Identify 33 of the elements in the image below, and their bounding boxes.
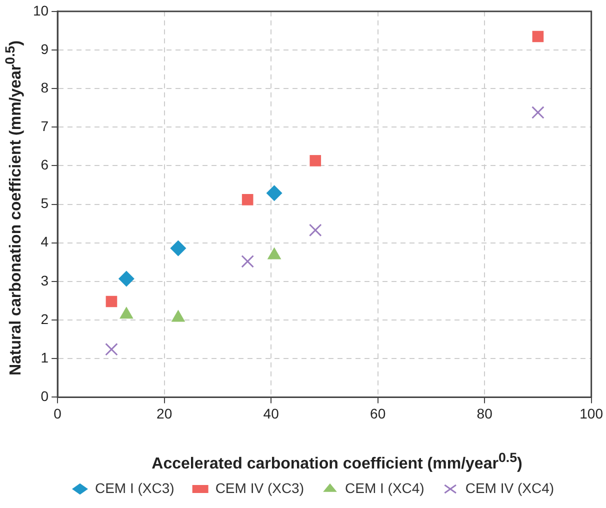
point bbox=[266, 185, 282, 202]
y-tick-label: 6 bbox=[40, 156, 49, 173]
y-tick-label: 4 bbox=[40, 234, 49, 250]
x-tick-label: 40 bbox=[263, 405, 280, 422]
y-tick-label: 0 bbox=[40, 388, 49, 404]
y-tick-label: 8 bbox=[40, 79, 49, 96]
y-tick-label: 1 bbox=[40, 349, 49, 366]
point bbox=[310, 155, 322, 166]
x-tick-label: 20 bbox=[156, 405, 172, 422]
point bbox=[170, 240, 186, 256]
y-tick-label: 5 bbox=[40, 195, 49, 212]
y-tick-label: 3 bbox=[40, 272, 49, 288]
point bbox=[242, 194, 254, 206]
x-axis-title: Accelerated carbonation coefficient (mm/year$^{0.5}$) bbox=[150, 450, 524, 474]
point bbox=[532, 106, 544, 119]
y-tick-label: 9 bbox=[40, 40, 49, 57]
point bbox=[532, 30, 544, 42]
legend-label: CEM IV (XC4) bbox=[465, 480, 554, 496]
y-tick-label: 7 bbox=[40, 118, 49, 134]
legend-label: CEM I (XC3) bbox=[94, 480, 174, 496]
x-tick-label: 100 bbox=[580, 405, 604, 422]
x-tick-label: 60 bbox=[370, 405, 386, 422]
y-tick-label: 10 bbox=[32, 2, 49, 18]
point bbox=[106, 296, 118, 308]
point bbox=[308, 224, 322, 237]
x-tick-label: 0 bbox=[54, 405, 62, 422]
y-tick-label: 2 bbox=[40, 310, 49, 327]
point bbox=[241, 254, 254, 268]
legend-label: CEM IV (XC3) bbox=[215, 480, 304, 496]
point bbox=[118, 270, 134, 287]
point bbox=[105, 342, 118, 356]
x-tick-label: 80 bbox=[476, 405, 493, 422]
legend-label: CEM I (XC4) bbox=[345, 480, 424, 496]
